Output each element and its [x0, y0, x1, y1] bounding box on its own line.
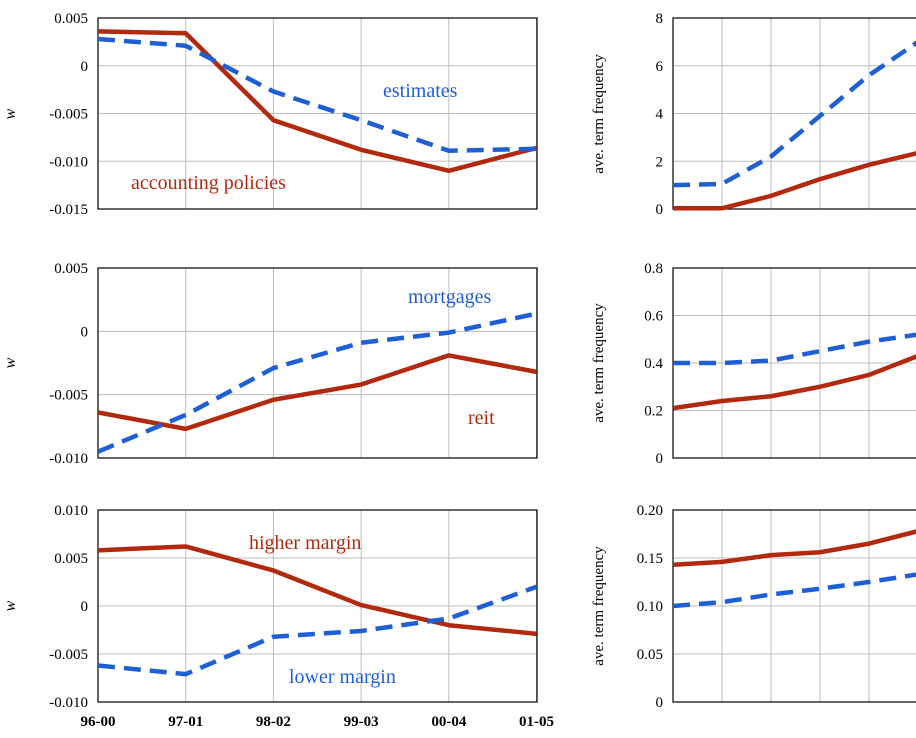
- x-tick-label: 99-03: [344, 714, 379, 730]
- x-tick-label: 00-04: [431, 714, 466, 730]
- y-axis-label: ave. term frequency: [591, 546, 607, 666]
- y-tick-label: -0.015: [49, 202, 88, 218]
- plot-frame: [672, 17, 916, 210]
- y-tick-label: -0.010: [49, 695, 88, 711]
- y-tick-label: 0.005: [54, 11, 88, 27]
- series-annotation: mortgages: [408, 286, 492, 308]
- series-line-higher-margin: [98, 544, 537, 637]
- y-tick-label: 0: [656, 202, 664, 218]
- x-tick-label: 97-01: [168, 714, 203, 730]
- y-axis-label: w: [2, 108, 19, 119]
- series-line-dashed: [673, 572, 916, 609]
- y-tick-label: 0: [81, 599, 89, 615]
- y-axis-label: ave. term frequency: [591, 54, 607, 174]
- y-tick-label: -0.005: [49, 107, 88, 123]
- y-axis-label: w: [2, 600, 19, 611]
- x-tick-label: 96-00: [81, 714, 116, 730]
- series-line-accounting-policies: [98, 29, 537, 174]
- x-tick-label: 98-02: [256, 714, 291, 730]
- plot-frame: [97, 267, 538, 459]
- series-annotation: reit: [468, 407, 495, 429]
- series-annotation: accounting policies: [131, 172, 286, 194]
- chart-panel-4: 0.8 0.6 0.4 0.2 0 ave. term frequency: [591, 261, 916, 467]
- y-tick-label: 0: [81, 59, 89, 75]
- series-line-dashed: [673, 332, 916, 366]
- chart-panel-1: 0.005 0 -0.005 -0.010 -0.015 w accounting poli…: [2, 11, 538, 218]
- y-tick-label: 0: [81, 324, 89, 340]
- y-tick-label: 0.005: [54, 261, 88, 277]
- y-tick-label: 4: [656, 107, 664, 123]
- series-annotation: lower margin: [289, 666, 396, 688]
- y-tick-label: -0.005: [49, 647, 88, 663]
- y-tick-label: -0.010: [49, 154, 88, 170]
- y-tick-label: 0.2: [644, 404, 663, 420]
- plot-frame: [97, 17, 538, 210]
- x-tick-label: 01-05: [519, 714, 554, 730]
- y-tick-label: -0.005: [49, 388, 88, 404]
- y-tick-label: 0.010: [54, 503, 88, 519]
- series-line-solid: [673, 529, 916, 567]
- series-line-solid: [673, 354, 916, 411]
- series-annotation: higher margin: [249, 532, 361, 554]
- y-axis-label: ave. term frequency: [591, 303, 607, 423]
- chart-panel-2: 8 6 4 2 0 ave. term frequency: [591, 11, 916, 218]
- y-tick-label: 0.05: [637, 647, 663, 663]
- chart-panel-6: 0.20 0.15 0.10 0.05 0 ave. term frequency: [591, 503, 916, 711]
- y-axis-label: w: [2, 357, 19, 368]
- chart-panel-3: 0.005 0 -0.005 -0.010 w reit mortgages: [2, 261, 538, 467]
- y-tick-label: 0.10: [637, 599, 663, 615]
- series-line-mortgages: [98, 311, 537, 454]
- y-tick-label: 0: [656, 695, 664, 711]
- series-line-lower-margin: [98, 584, 537, 677]
- y-tick-label: 8: [656, 11, 664, 27]
- series-line-dashed: [673, 40, 916, 188]
- plot-frame: [97, 509, 538, 703]
- y-tick-label: 0.4: [644, 356, 663, 372]
- y-tick-label: 6: [656, 59, 664, 75]
- series-line-solid: [673, 151, 916, 211]
- y-tick-label: 0.15: [637, 551, 663, 567]
- y-tick-label: 0.8: [644, 261, 663, 277]
- series-annotation: estimates: [383, 80, 458, 102]
- y-tick-label: 0.6: [644, 309, 663, 325]
- y-tick-label: 2: [656, 154, 664, 170]
- y-tick-label: 0.20: [637, 503, 663, 519]
- series-line-reit: [98, 353, 537, 432]
- y-tick-label: 0: [656, 451, 664, 467]
- y-tick-label: 0.005: [54, 551, 88, 567]
- y-tick-label: -0.010: [49, 451, 88, 467]
- chart-panel-5: 0.010 0.005 0 -0.005 -0.010 w higher margin low…: [2, 503, 554, 730]
